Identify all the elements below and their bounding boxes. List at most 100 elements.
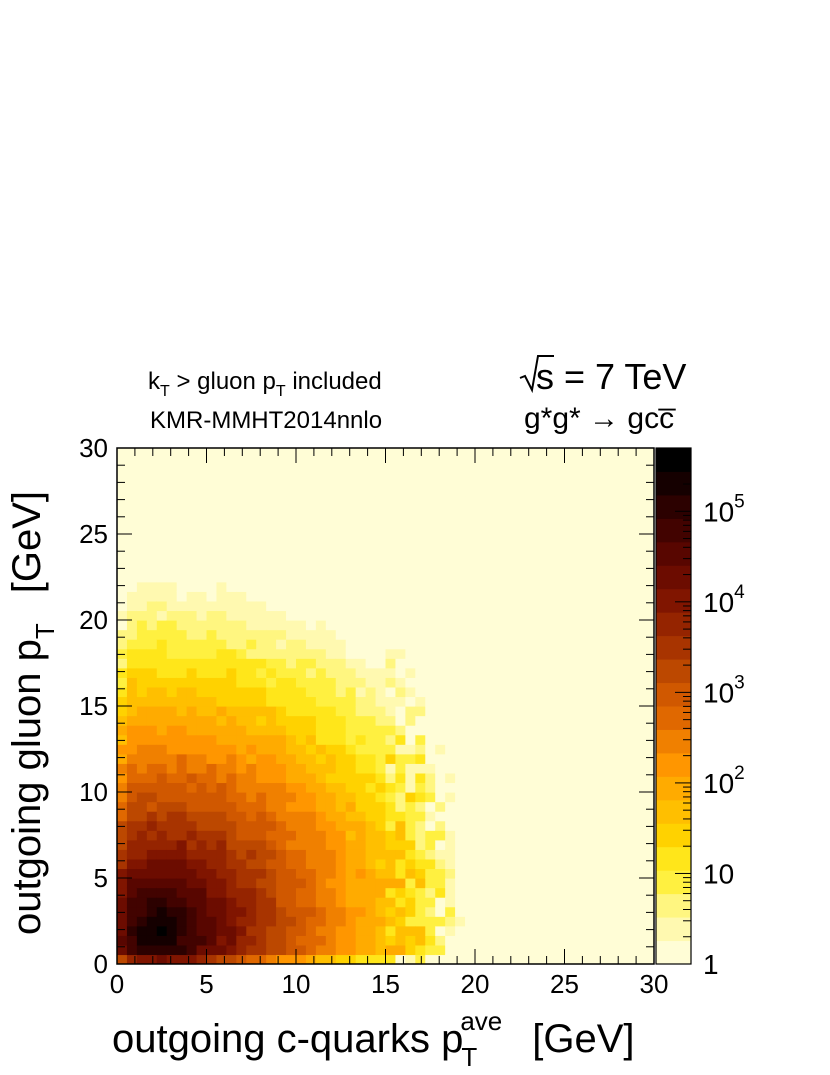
heatmap-cell xyxy=(564,696,576,707)
heatmap-cell xyxy=(484,620,496,631)
heatmap-cell xyxy=(385,677,397,688)
color-bar-band xyxy=(656,823,691,848)
heatmap-cell xyxy=(544,686,556,698)
heatmap-cell xyxy=(475,744,486,755)
heatmap-cell xyxy=(246,906,257,917)
heatmap-cell xyxy=(514,505,526,516)
heatmap-cell xyxy=(375,658,387,669)
x-tick-label: 0 xyxy=(110,969,124,999)
heatmap-cell xyxy=(415,897,426,908)
heatmap-cell xyxy=(544,534,556,545)
heatmap-cell xyxy=(176,524,188,535)
heatmap-cell xyxy=(117,591,128,602)
heatmap-cell xyxy=(345,706,357,717)
heatmap-cell xyxy=(166,467,178,478)
heatmap-cell xyxy=(475,686,486,698)
heatmap-cell xyxy=(206,887,218,898)
heatmap-cell xyxy=(634,677,645,688)
heatmap-cell xyxy=(624,639,635,650)
heatmap-cell xyxy=(584,534,595,545)
heatmap-cell xyxy=(514,639,526,650)
heatmap-cell xyxy=(604,667,615,678)
heatmap-cell xyxy=(455,706,466,717)
heatmap-cell xyxy=(514,811,526,822)
heatmap-cell xyxy=(305,916,317,927)
heatmap-cell xyxy=(126,715,138,726)
heatmap-cell xyxy=(574,916,585,927)
heatmap-cell xyxy=(494,591,506,602)
heatmap-cell xyxy=(604,620,615,631)
heatmap-cell xyxy=(206,715,218,726)
heatmap-cell xyxy=(624,935,635,946)
heatmap-cell xyxy=(136,667,148,678)
heatmap-cell xyxy=(286,524,297,535)
heatmap-cell xyxy=(365,782,377,793)
heatmap-cell xyxy=(524,830,536,841)
heatmap-cell xyxy=(484,486,496,497)
heatmap-cell xyxy=(325,792,337,803)
heatmap-cell xyxy=(415,887,426,898)
heatmap-cell xyxy=(355,925,367,936)
heatmap-cell xyxy=(117,849,128,860)
heatmap-cell xyxy=(604,581,615,592)
heatmap-cell xyxy=(465,486,476,497)
heatmap-cell xyxy=(176,830,188,841)
heatmap-cell xyxy=(335,801,347,812)
heatmap-cell xyxy=(276,543,287,554)
heatmap-cell xyxy=(166,648,178,659)
heatmap-cell xyxy=(624,629,635,640)
heatmap-cell xyxy=(435,495,446,506)
heatmap-cell xyxy=(206,935,218,946)
heatmap-cell xyxy=(276,591,287,602)
heatmap-cell xyxy=(355,562,367,573)
heatmap-cell xyxy=(405,763,416,774)
heatmap-cell xyxy=(484,648,496,659)
heatmap-cell xyxy=(435,667,446,678)
heatmap-cell xyxy=(524,572,536,583)
heatmap-cell xyxy=(246,839,257,850)
heatmap-cell xyxy=(355,944,367,956)
heatmap-cell xyxy=(355,591,367,602)
heatmap-cell xyxy=(534,715,546,726)
heatmap-cell xyxy=(266,639,277,650)
heatmap-cell xyxy=(226,610,237,621)
heatmap-cell xyxy=(614,686,625,698)
heatmap-cell xyxy=(365,572,377,583)
heatmap-cell xyxy=(564,944,576,956)
heatmap-cell xyxy=(395,514,406,526)
heatmap-cell xyxy=(236,572,247,583)
heatmap-cell xyxy=(624,553,635,564)
heatmap-cell xyxy=(435,505,446,516)
heatmap-cell xyxy=(475,543,486,554)
heatmap-cell xyxy=(276,677,287,688)
heatmap-cell xyxy=(415,476,426,487)
heatmap-cell xyxy=(624,753,635,764)
heatmap-cell xyxy=(236,686,247,698)
heatmap-cell xyxy=(176,925,188,936)
heatmap-cell xyxy=(335,935,347,946)
heatmap-cell xyxy=(425,897,436,908)
heatmap-cell xyxy=(286,543,297,554)
heatmap-cell xyxy=(325,620,337,631)
heatmap-cell xyxy=(226,858,237,870)
heatmap-cell xyxy=(136,868,148,879)
heatmap-cell xyxy=(226,534,237,545)
heatmap-cell xyxy=(345,744,357,755)
heatmap-cell xyxy=(186,562,198,573)
sqrt-icon xyxy=(519,355,554,394)
heatmap-cell xyxy=(624,925,635,936)
heatmap-cell xyxy=(286,820,297,831)
heatmap-cell xyxy=(395,753,406,764)
heatmap-cell xyxy=(345,878,357,889)
y-tick-label: 10 xyxy=(79,777,108,807)
heatmap-cell xyxy=(286,801,297,812)
heatmap-cell xyxy=(554,792,566,803)
heatmap-cell xyxy=(554,887,566,898)
heatmap-cell xyxy=(216,944,227,956)
heatmap-cell xyxy=(445,486,456,497)
heatmap-cell xyxy=(117,782,128,793)
heatmap-cell xyxy=(296,849,307,860)
heatmap-cell xyxy=(504,925,516,936)
heatmap-cell xyxy=(574,572,585,583)
heatmap-cell xyxy=(504,935,516,946)
